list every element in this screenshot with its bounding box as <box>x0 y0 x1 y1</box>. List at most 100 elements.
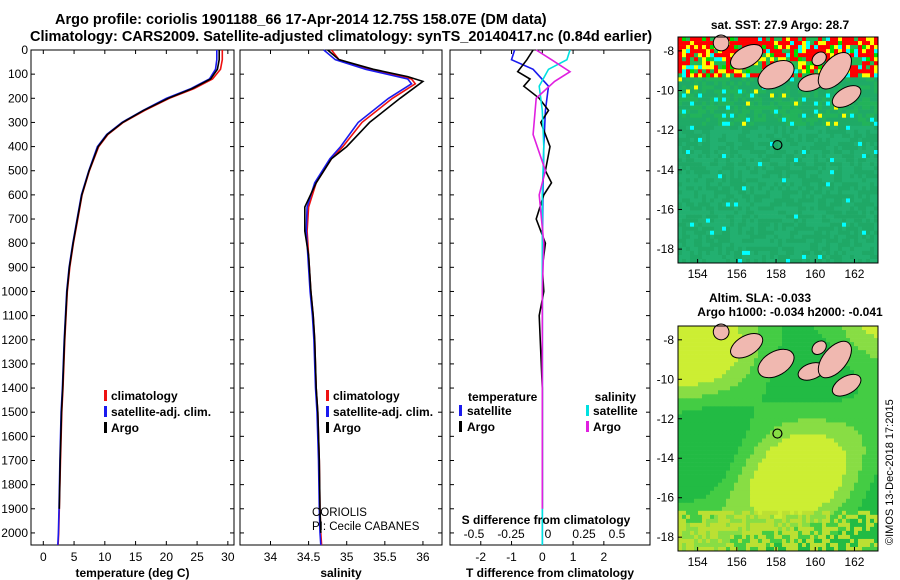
map-cell <box>858 198 863 203</box>
map-cell <box>714 230 719 236</box>
map-cell <box>838 109 843 114</box>
map-cell <box>734 386 739 391</box>
map-cell <box>854 250 859 256</box>
map-cell <box>810 342 815 347</box>
map-cell <box>722 342 727 347</box>
map-cell <box>806 170 811 175</box>
map-cell <box>758 330 763 335</box>
map-cell <box>730 382 735 387</box>
map-cell <box>870 466 875 471</box>
map-cell <box>702 145 707 151</box>
map-cell <box>738 218 743 223</box>
y-tick-label: 500 <box>8 164 28 178</box>
map-cell <box>806 186 811 191</box>
map-cell <box>782 458 787 463</box>
map-cell <box>682 342 687 347</box>
map-cell <box>862 358 867 363</box>
map-cell <box>682 334 687 339</box>
map-cell <box>702 378 707 383</box>
map-cell <box>782 338 787 343</box>
map-cell <box>682 210 687 215</box>
map-cell <box>750 93 755 98</box>
map-cell <box>782 334 787 339</box>
map-cell <box>782 414 787 419</box>
map-cell <box>850 69 855 74</box>
map-cell <box>810 49 815 54</box>
map-cell <box>686 458 691 463</box>
map-cell <box>770 414 775 419</box>
map-cell <box>842 145 847 151</box>
map-cell <box>842 202 847 207</box>
map-cell <box>762 390 767 395</box>
map-cell <box>842 434 847 439</box>
map-cell <box>782 326 787 331</box>
map-cell <box>698 45 703 50</box>
map-cell <box>810 446 815 451</box>
map-cell <box>866 206 871 211</box>
map-cell <box>874 430 879 435</box>
map-cell <box>762 37 767 42</box>
map-cell <box>766 238 771 244</box>
map-cell <box>870 109 875 114</box>
map-cell <box>814 414 819 419</box>
map-cell <box>706 426 711 431</box>
map-cell <box>786 246 791 252</box>
map-cell <box>690 170 695 175</box>
map-cell <box>862 238 867 244</box>
legend-swatch <box>586 405 589 416</box>
map-cell <box>714 190 719 195</box>
map-cell <box>798 141 803 147</box>
map-cell <box>842 326 847 331</box>
map-cell <box>834 109 839 114</box>
map-cell <box>822 230 827 236</box>
map-cell <box>766 430 771 435</box>
map-cell <box>822 334 827 339</box>
map-cell <box>706 154 711 159</box>
map-cell <box>706 398 711 403</box>
map-cell <box>710 258 715 264</box>
map-cell <box>766 418 771 423</box>
map-cell <box>678 374 683 379</box>
map-cell <box>718 73 723 78</box>
map-cell <box>806 418 811 423</box>
map-cell <box>718 366 723 371</box>
map-cell <box>798 334 803 339</box>
map-cell <box>854 57 859 62</box>
map-cell <box>834 85 839 90</box>
map-cell <box>710 350 715 355</box>
map-cell <box>686 350 691 355</box>
map-cell <box>782 222 787 227</box>
map-cell <box>738 129 743 135</box>
map-cell <box>778 442 783 447</box>
map-cell <box>706 442 711 447</box>
map-cell <box>682 97 687 102</box>
map-cell <box>718 198 723 203</box>
map-cell <box>746 382 751 387</box>
map-cell <box>810 330 815 335</box>
map-cell <box>866 258 871 264</box>
map-cell <box>806 45 811 50</box>
map-cell <box>838 121 843 127</box>
map-cell <box>870 81 875 86</box>
map-cell <box>798 462 803 467</box>
map-cell <box>718 101 723 106</box>
map-cell <box>714 242 719 248</box>
map-cell <box>690 326 695 331</box>
map-cell <box>734 198 739 203</box>
map-cell <box>842 222 847 227</box>
map-cell <box>814 430 819 435</box>
map-cell <box>738 101 743 106</box>
map-cell <box>690 470 695 475</box>
map-cell <box>854 326 859 331</box>
map-cell <box>706 226 711 232</box>
map-cell <box>762 174 767 179</box>
map-cell <box>678 250 683 256</box>
map-cell <box>710 154 715 159</box>
map-cell <box>814 190 819 195</box>
map-cell <box>714 374 719 379</box>
map-cell <box>862 226 867 232</box>
map-cell <box>710 49 715 54</box>
map-cell <box>734 438 739 443</box>
map-cell <box>706 366 711 371</box>
map-cell <box>826 89 831 94</box>
